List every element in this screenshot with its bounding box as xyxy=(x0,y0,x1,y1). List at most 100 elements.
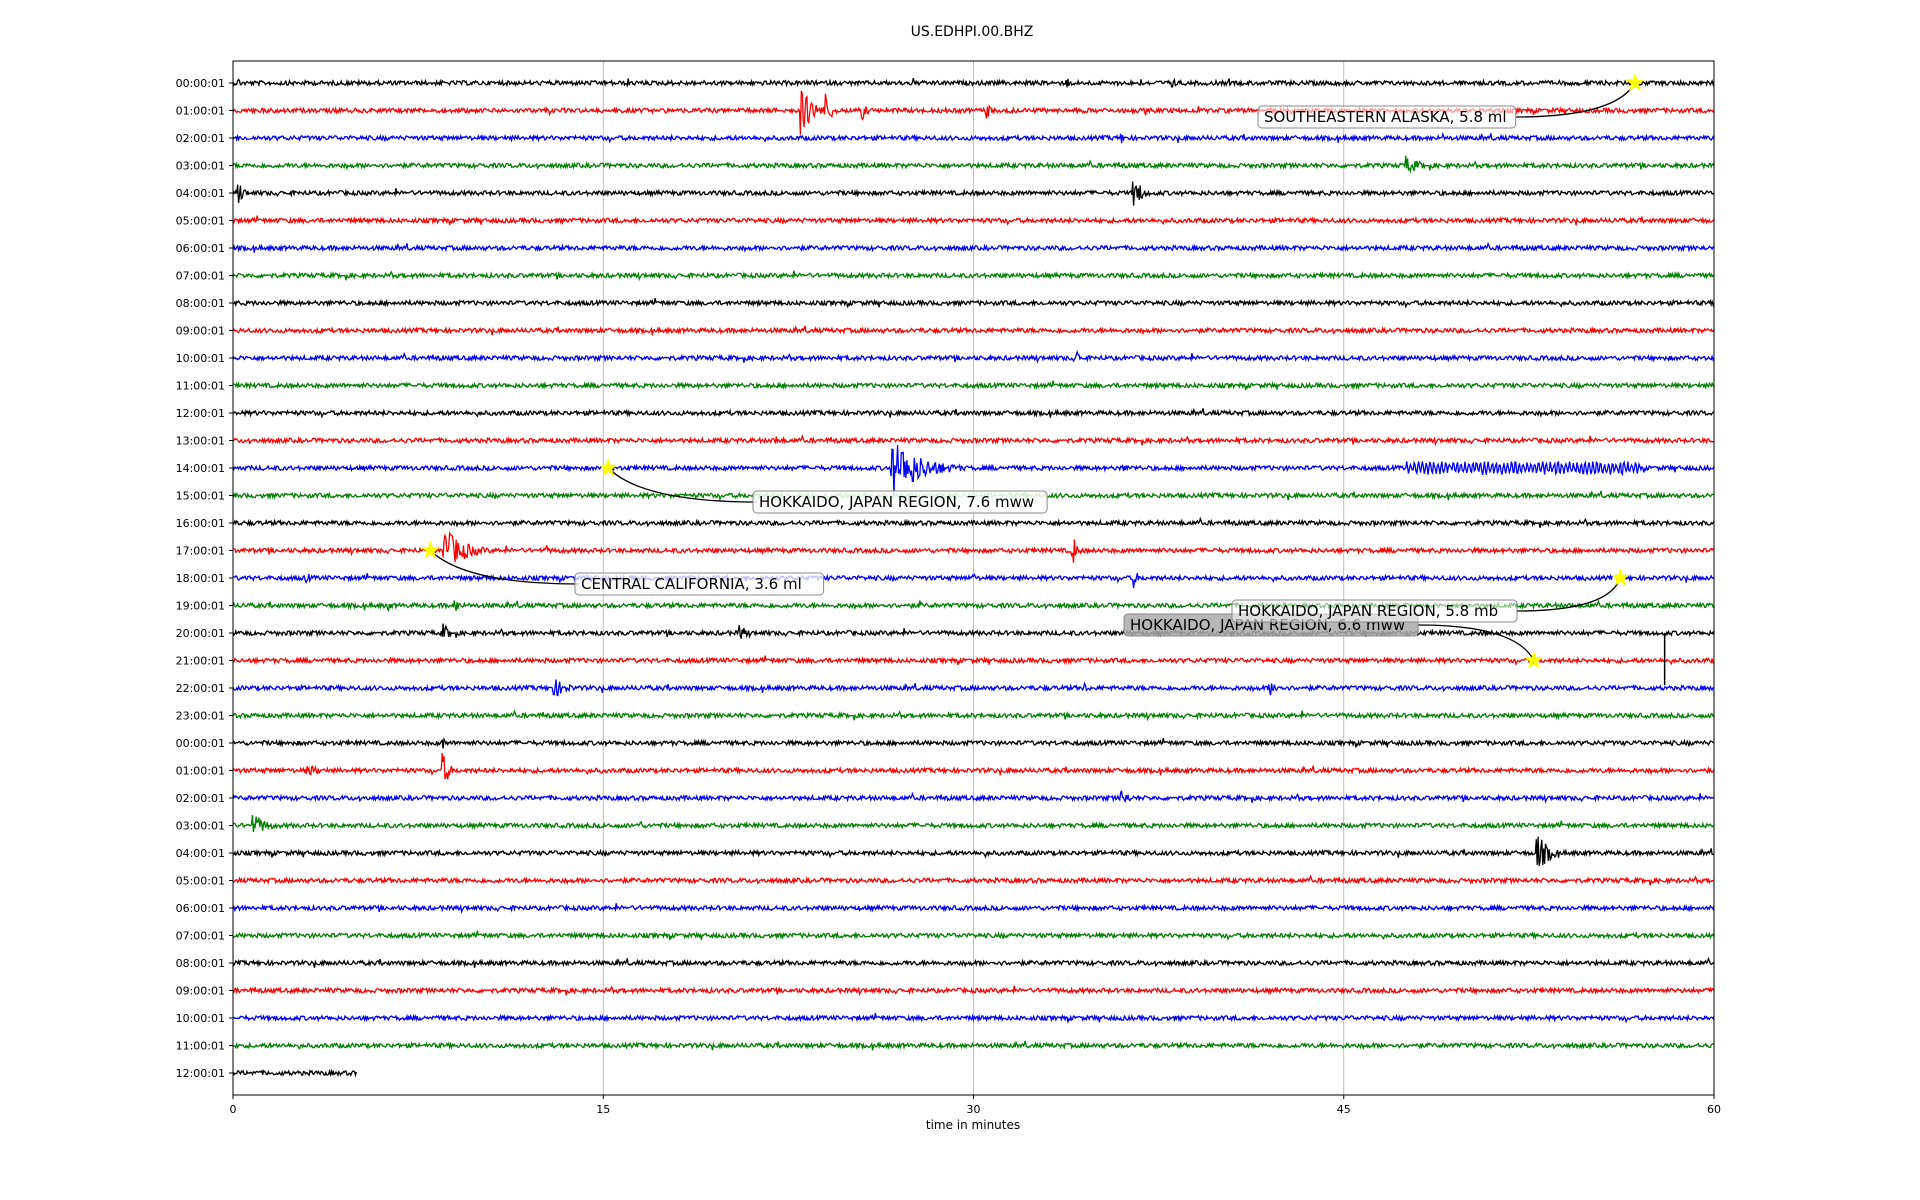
chart-title: US.EDHPI.00.BHZ xyxy=(911,24,1034,40)
y-tick-label: 19:00:01 xyxy=(176,600,225,613)
y-tick-label: 08:00:01 xyxy=(176,297,225,310)
annotation-connector xyxy=(607,467,758,503)
y-tick-label: 08:00:01 xyxy=(176,957,225,970)
x-axis: 0 15 30 45 60 xyxy=(230,1095,1721,1116)
trace-8 xyxy=(232,297,1715,309)
event-label: HOKKAIDO, JAPAN REGION, 5.8 mb xyxy=(1238,602,1498,620)
x-tick-label: 30 xyxy=(967,1103,981,1116)
trace-5 xyxy=(232,215,1715,226)
y-tick-label: 04:00:01 xyxy=(176,187,225,200)
y-tick-label: 22:00:01 xyxy=(176,682,225,695)
y-tick-label: 03:00:01 xyxy=(176,820,225,833)
x-axis-label: time in minutes xyxy=(926,1118,1020,1132)
y-tick-label: 07:00:01 xyxy=(176,270,225,283)
y-tick-label: 06:00:01 xyxy=(176,242,225,255)
trace-25 xyxy=(232,752,1715,780)
y-tick-label: 20:00:01 xyxy=(176,627,225,640)
trace-12 xyxy=(232,407,1715,419)
trace-26 xyxy=(232,790,1715,804)
annotation-box xyxy=(1231,599,1518,623)
x-tick-label: 60 xyxy=(1707,1103,1721,1116)
trace-28 xyxy=(232,836,1715,866)
event-label: SOUTHEASTERN ALASKA, 5.8 ml xyxy=(1264,108,1507,126)
y-tick-label: 00:00:01 xyxy=(176,77,225,90)
trace-23 xyxy=(232,709,1715,722)
x-tick-label: 15 xyxy=(596,1103,610,1116)
x-tick-label: 0 xyxy=(230,1103,237,1116)
y-tick-label: 23:00:01 xyxy=(176,710,225,723)
trace-13 xyxy=(232,434,1715,447)
event-star-icon xyxy=(1625,73,1645,92)
trace-16 xyxy=(232,516,1715,528)
y-tick-label: 03:00:01 xyxy=(176,160,225,173)
trace-22 xyxy=(232,679,1715,697)
trace-34 xyxy=(233,1012,1715,1024)
trace-0 xyxy=(232,77,1715,88)
y-tick-label: 09:00:01 xyxy=(176,325,225,338)
y-tick-label: 02:00:01 xyxy=(176,132,225,145)
y-tick-label: 18:00:01 xyxy=(176,572,225,585)
annotation-box xyxy=(752,490,1048,514)
trace-7 xyxy=(232,270,1715,282)
event-label: CENTRAL CALIFORNIA, 3.6 ml xyxy=(581,575,802,593)
event-annotations: HOKKAIDO, JAPAN REGION, 6.6 mwwHOKKAIDO,… xyxy=(421,73,1645,669)
trace-14 xyxy=(232,445,1715,497)
trace-24 xyxy=(232,736,1715,749)
event-annotation: CENTRAL CALIFORNIA, 3.6 ml xyxy=(421,540,825,596)
event-annotation: SOUTHEASTERN ALASKA, 5.8 ml xyxy=(1257,73,1645,129)
y-tick-label: 11:00:01 xyxy=(176,380,225,393)
y-tick-label: 10:00:01 xyxy=(176,352,225,365)
trace-32 xyxy=(232,956,1715,968)
trace-2 xyxy=(232,131,1715,144)
y-tick-label: 10:00:01 xyxy=(176,1012,225,1025)
y-axis: 00:00:01 01:00:01 02:00:01 03:00:01 04:00:01… xyxy=(176,77,233,1080)
y-tick-label: 04:00:01 xyxy=(176,847,225,860)
trace-17 xyxy=(233,530,1715,563)
y-tick-label: 15:00:01 xyxy=(176,490,225,503)
annotation-connector xyxy=(430,550,580,585)
event-annotation: HOKKAIDO, JAPAN REGION, 5.8 mb xyxy=(1231,568,1630,623)
trace-4 xyxy=(232,181,1715,206)
trace-11 xyxy=(232,380,1715,391)
event-annotation: HOKKAIDO, JAPAN REGION, 7.6 mww xyxy=(598,458,1048,514)
annotation-box xyxy=(1257,105,1517,129)
trace-9 xyxy=(232,325,1715,336)
y-tick-label: 17:00:01 xyxy=(176,545,225,558)
trace-36 xyxy=(232,1068,358,1078)
x-tick-label: 45 xyxy=(1337,1103,1351,1116)
y-tick-label: 01:00:01 xyxy=(176,105,225,118)
y-tick-label: 12:00:01 xyxy=(176,1067,225,1080)
trace-35 xyxy=(232,1040,1715,1051)
trace-3 xyxy=(232,155,1715,174)
y-tick-label: 02:00:01 xyxy=(176,792,225,805)
trace-10 xyxy=(232,349,1715,364)
y-tick-label: 07:00:01 xyxy=(176,930,225,943)
trace-30 xyxy=(232,903,1715,914)
trace-33 xyxy=(232,985,1715,997)
y-tick-label: 21:00:01 xyxy=(176,655,225,668)
y-tick-label: 13:00:01 xyxy=(176,435,225,448)
y-tick-label: 06:00:01 xyxy=(176,902,225,915)
event-star-icon xyxy=(598,458,618,477)
trace-29 xyxy=(232,874,1714,886)
trace-21 xyxy=(232,655,1715,667)
annotation-box xyxy=(574,572,825,596)
trace-20 xyxy=(232,623,1715,639)
trace-27 xyxy=(232,815,1715,833)
y-tick-label: 00:00:01 xyxy=(176,737,225,750)
y-tick-label: 12:00:01 xyxy=(176,407,225,420)
trace-18 xyxy=(232,572,1715,589)
y-tick-label: 09:00:01 xyxy=(176,985,225,998)
y-tick-label: 16:00:01 xyxy=(176,517,225,530)
y-tick-label: 05:00:01 xyxy=(176,875,225,888)
event-star-icon xyxy=(1524,650,1544,669)
y-tick-label: 14:00:01 xyxy=(176,462,225,475)
trace-6 xyxy=(232,241,1715,253)
event-label: HOKKAIDO, JAPAN REGION, 7.6 mww xyxy=(759,493,1034,511)
y-tick-label: 01:00:01 xyxy=(176,765,225,778)
y-tick-label: 11:00:01 xyxy=(176,1040,225,1053)
event-star-icon xyxy=(1610,568,1630,587)
y-tick-label: 05:00:01 xyxy=(176,215,225,228)
event-star-icon xyxy=(421,540,440,559)
